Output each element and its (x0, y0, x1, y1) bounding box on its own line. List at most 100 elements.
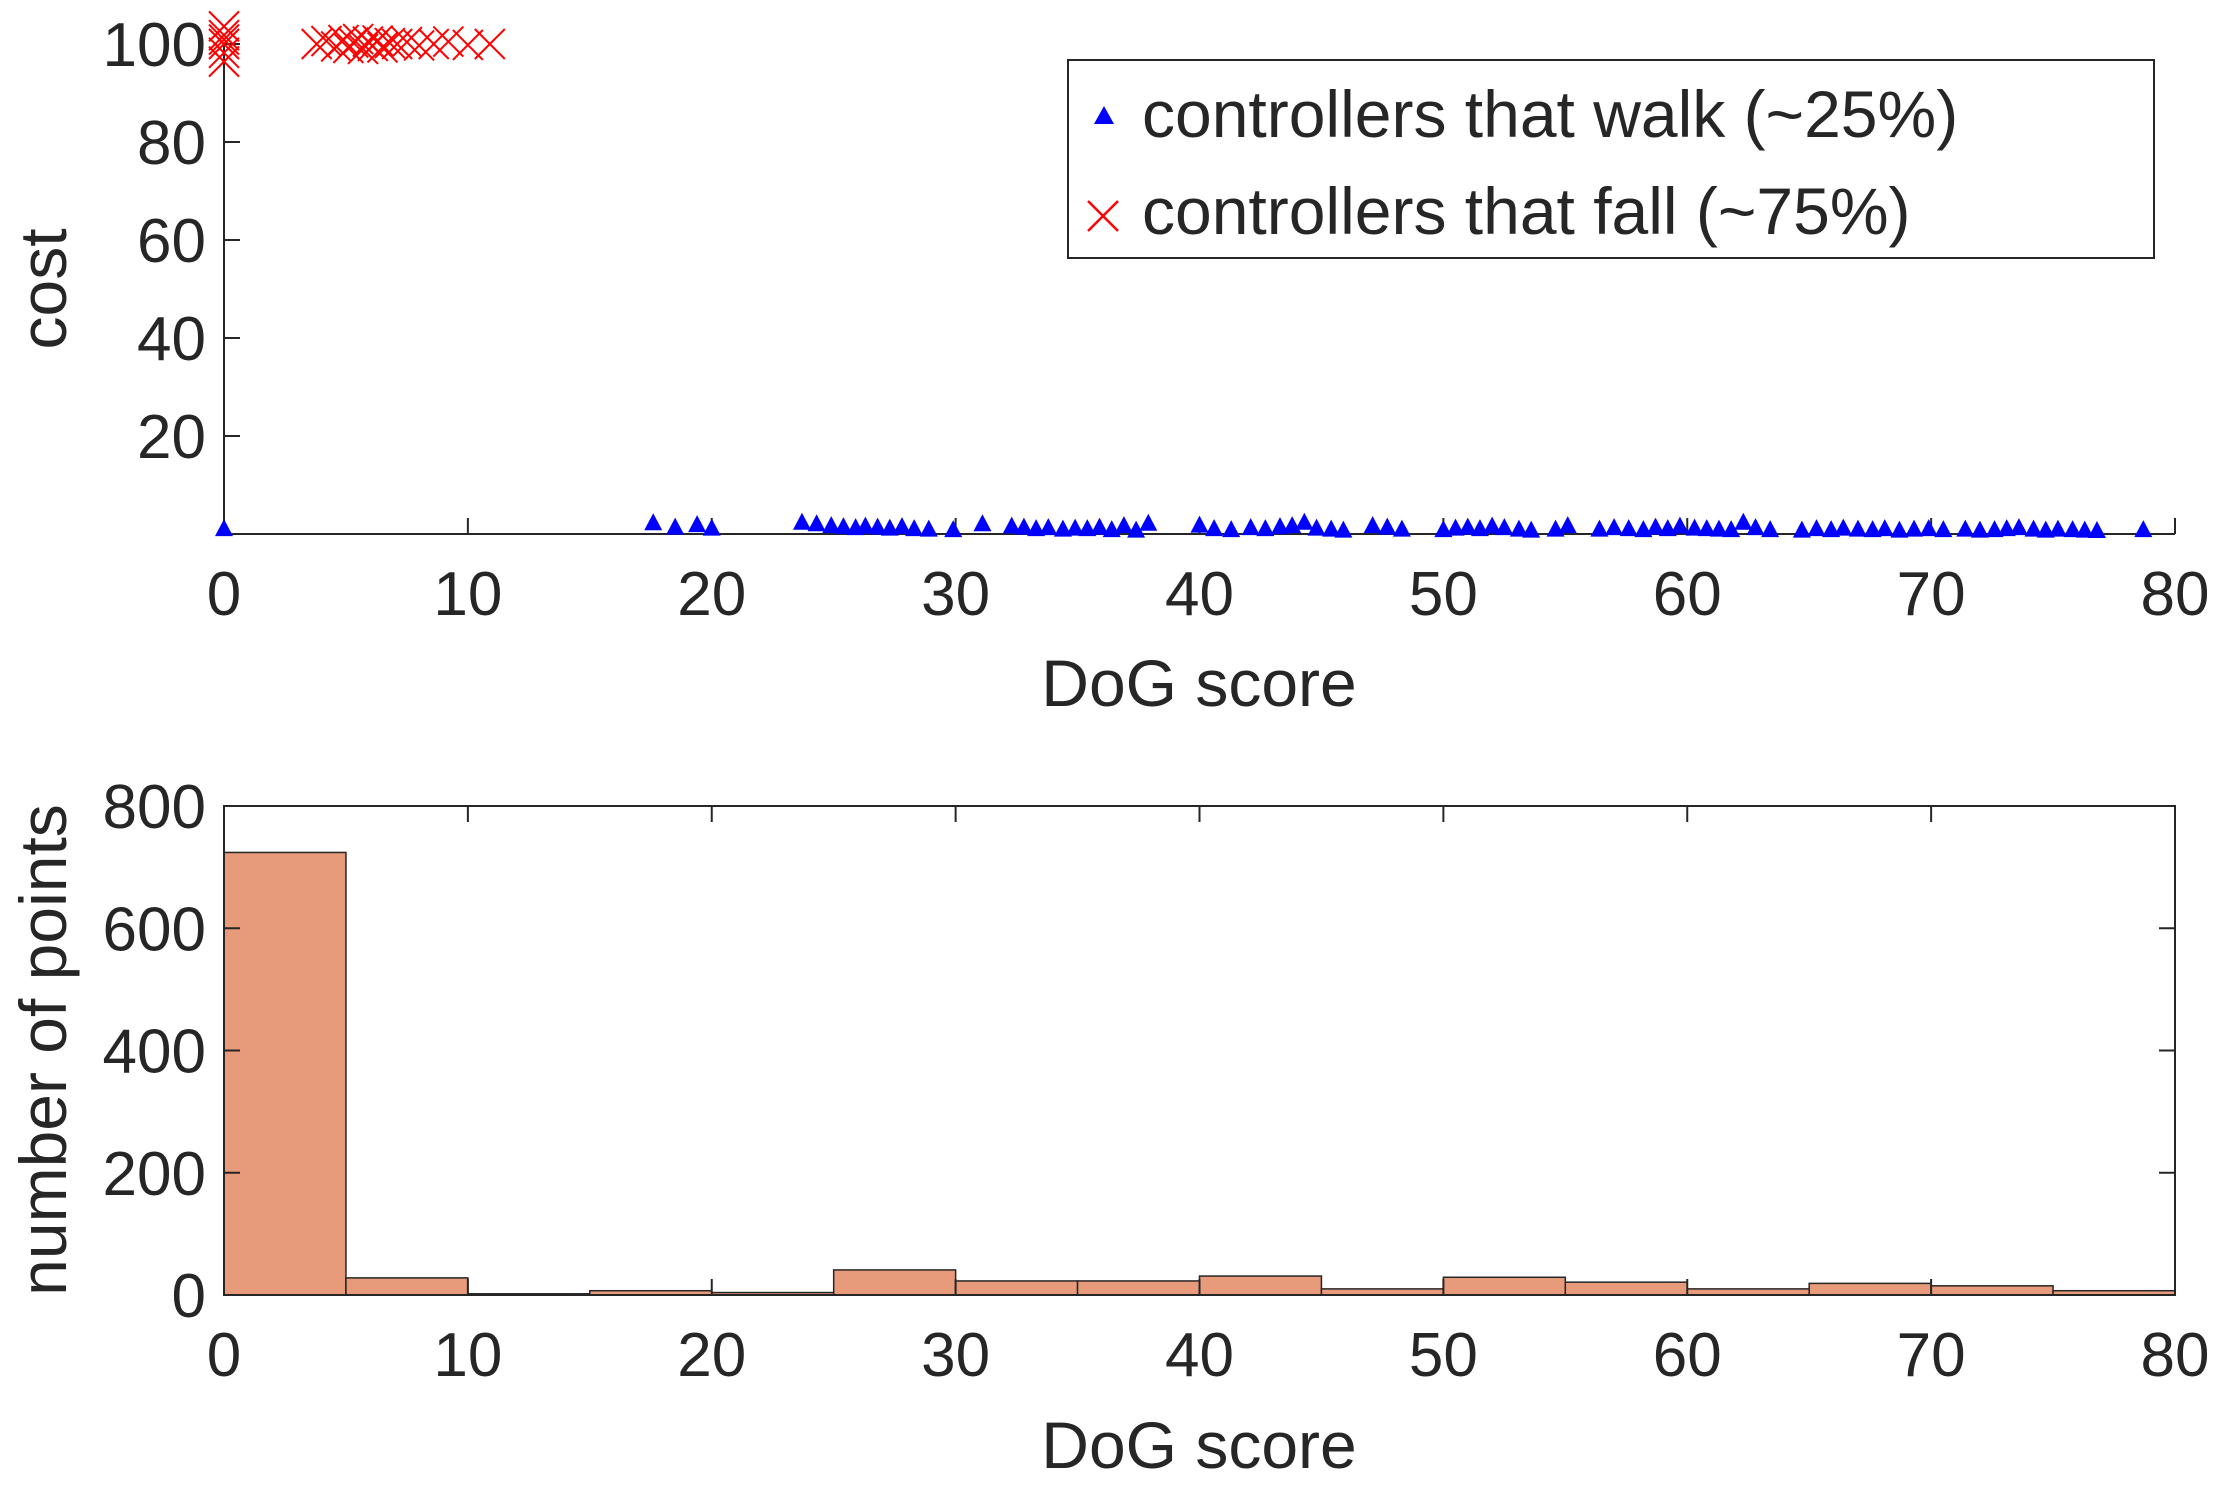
walk-point (973, 514, 992, 532)
fall-point-stroke (310, 25, 343, 57)
histogram-x-tick-label: 20 (677, 1321, 746, 1390)
scatter-x-tick-label: 30 (921, 560, 990, 629)
fall-point-stroke (208, 28, 240, 60)
scatter-x-tick-labels: 0 10 20 30 40 50 60 70 80 (207, 560, 2210, 629)
fall-point (432, 25, 465, 58)
fall-point (403, 29, 435, 62)
walk-point (1295, 512, 1314, 530)
walk-point (1446, 518, 1465, 536)
walk-point (1685, 518, 1704, 536)
walk-point (1014, 517, 1033, 535)
fall-point (208, 45, 240, 78)
histogram-bar (223, 851, 347, 1296)
histogram-y-tick-label: 800 (103, 773, 206, 842)
walk-point (1792, 520, 1811, 538)
walk-point (2009, 518, 2028, 536)
walk-point (856, 516, 875, 534)
walk-point (1270, 517, 1289, 535)
scatter-y-tick-label: 80 (137, 109, 206, 178)
walk-point (1078, 519, 1097, 537)
fall-point (208, 23, 240, 56)
walk-point (1970, 520, 1989, 538)
scatter-x-tick-label: 40 (1165, 560, 1234, 629)
walk-point (1890, 520, 1909, 538)
walk-point (644, 513, 663, 531)
fall-point-stroke (342, 23, 374, 55)
walk-point (1905, 519, 1924, 537)
walk-point (215, 519, 233, 537)
walk-point (1605, 518, 1624, 536)
walk-point (688, 515, 707, 533)
fall-point-stroke (474, 28, 506, 60)
walk-point (1522, 520, 1541, 538)
walk-point (2024, 519, 2043, 537)
legend-walk-marker (1094, 106, 1114, 124)
scatter-x-axis-label: DoG score (1041, 646, 1356, 720)
scatter-x-tick-label: 50 (1409, 560, 1478, 629)
histogram-bar (1442, 1276, 1567, 1296)
histogram-x-tick-label: 80 (2141, 1321, 2210, 1390)
fall-point-stroke (208, 45, 240, 78)
series-fall-points (208, 10, 506, 78)
histogram-x-axis-label: DoG score (1041, 1408, 1356, 1482)
fall-point-stroke (208, 37, 240, 69)
fall-point-stroke (208, 19, 240, 51)
walk-point (822, 516, 841, 534)
legend-fall-label: controllers that fall (~75%) (1142, 174, 1911, 248)
walk-point (834, 517, 853, 535)
histogram-x-tick-label: 60 (1653, 1321, 1722, 1390)
fall-point (361, 24, 394, 57)
walk-point (1114, 516, 1133, 534)
walk-point (1863, 520, 1882, 538)
histogram-y-ticks (224, 805, 2175, 1296)
walk-point (1619, 519, 1638, 537)
walk-point (1434, 520, 1453, 538)
histogram-y-tick-labels: 0 200 400 600 800 (103, 773, 206, 1331)
walk-point (1458, 517, 1477, 535)
histogram-bar (1564, 1281, 1688, 1296)
walk-point (944, 520, 963, 538)
histogram-bar (954, 1280, 1079, 1296)
walk-point (1934, 520, 1953, 538)
walk-point (1834, 518, 1853, 536)
fall-point-stroke (337, 26, 369, 59)
fall-point (337, 26, 369, 59)
walk-point (1241, 518, 1260, 536)
scatter-y-tick-label: 20 (137, 403, 206, 472)
walk-point (1875, 519, 1894, 537)
fall-point (208, 37, 240, 69)
walk-point (1483, 516, 1502, 534)
histogram-y-tick-label: 200 (103, 1140, 206, 1209)
legend-box (1067, 59, 2155, 259)
fall-point (208, 19, 240, 51)
histogram-x-tick-label: 10 (433, 1321, 502, 1390)
histogram-bar (1198, 1275, 1323, 1296)
fall-point-stroke (208, 23, 240, 56)
histogram-x-tick-label: 30 (921, 1321, 990, 1390)
walk-point (919, 519, 938, 537)
walk-point (892, 517, 911, 535)
histogram-bar (832, 1269, 957, 1296)
walk-point (1139, 513, 1158, 531)
histogram-x-tick-label: 50 (1409, 1321, 1478, 1390)
histogram-axes-frame (223, 805, 2176, 1296)
walk-point (1590, 519, 1609, 537)
walk-point (1190, 515, 1209, 533)
walk-point (1378, 517, 1397, 535)
histogram-x-ticks (223, 806, 2176, 1295)
fall-point (310, 25, 343, 57)
fall-point-stroke (366, 31, 399, 64)
walk-point (1222, 520, 1241, 538)
histogram-x-tick-label: 70 (1897, 1321, 1966, 1390)
histogram-bars (223, 851, 2176, 1296)
fall-point-stroke (418, 28, 450, 60)
legend-fall-marker (1087, 200, 1119, 232)
walk-point (1256, 519, 1275, 537)
fall-point (327, 24, 360, 56)
fall-point (300, 28, 333, 60)
fall-point-stroke (327, 24, 360, 56)
histogram-bar (1808, 1282, 1932, 1296)
scatter-x-tick-label: 20 (677, 560, 746, 629)
walk-point (905, 519, 924, 537)
